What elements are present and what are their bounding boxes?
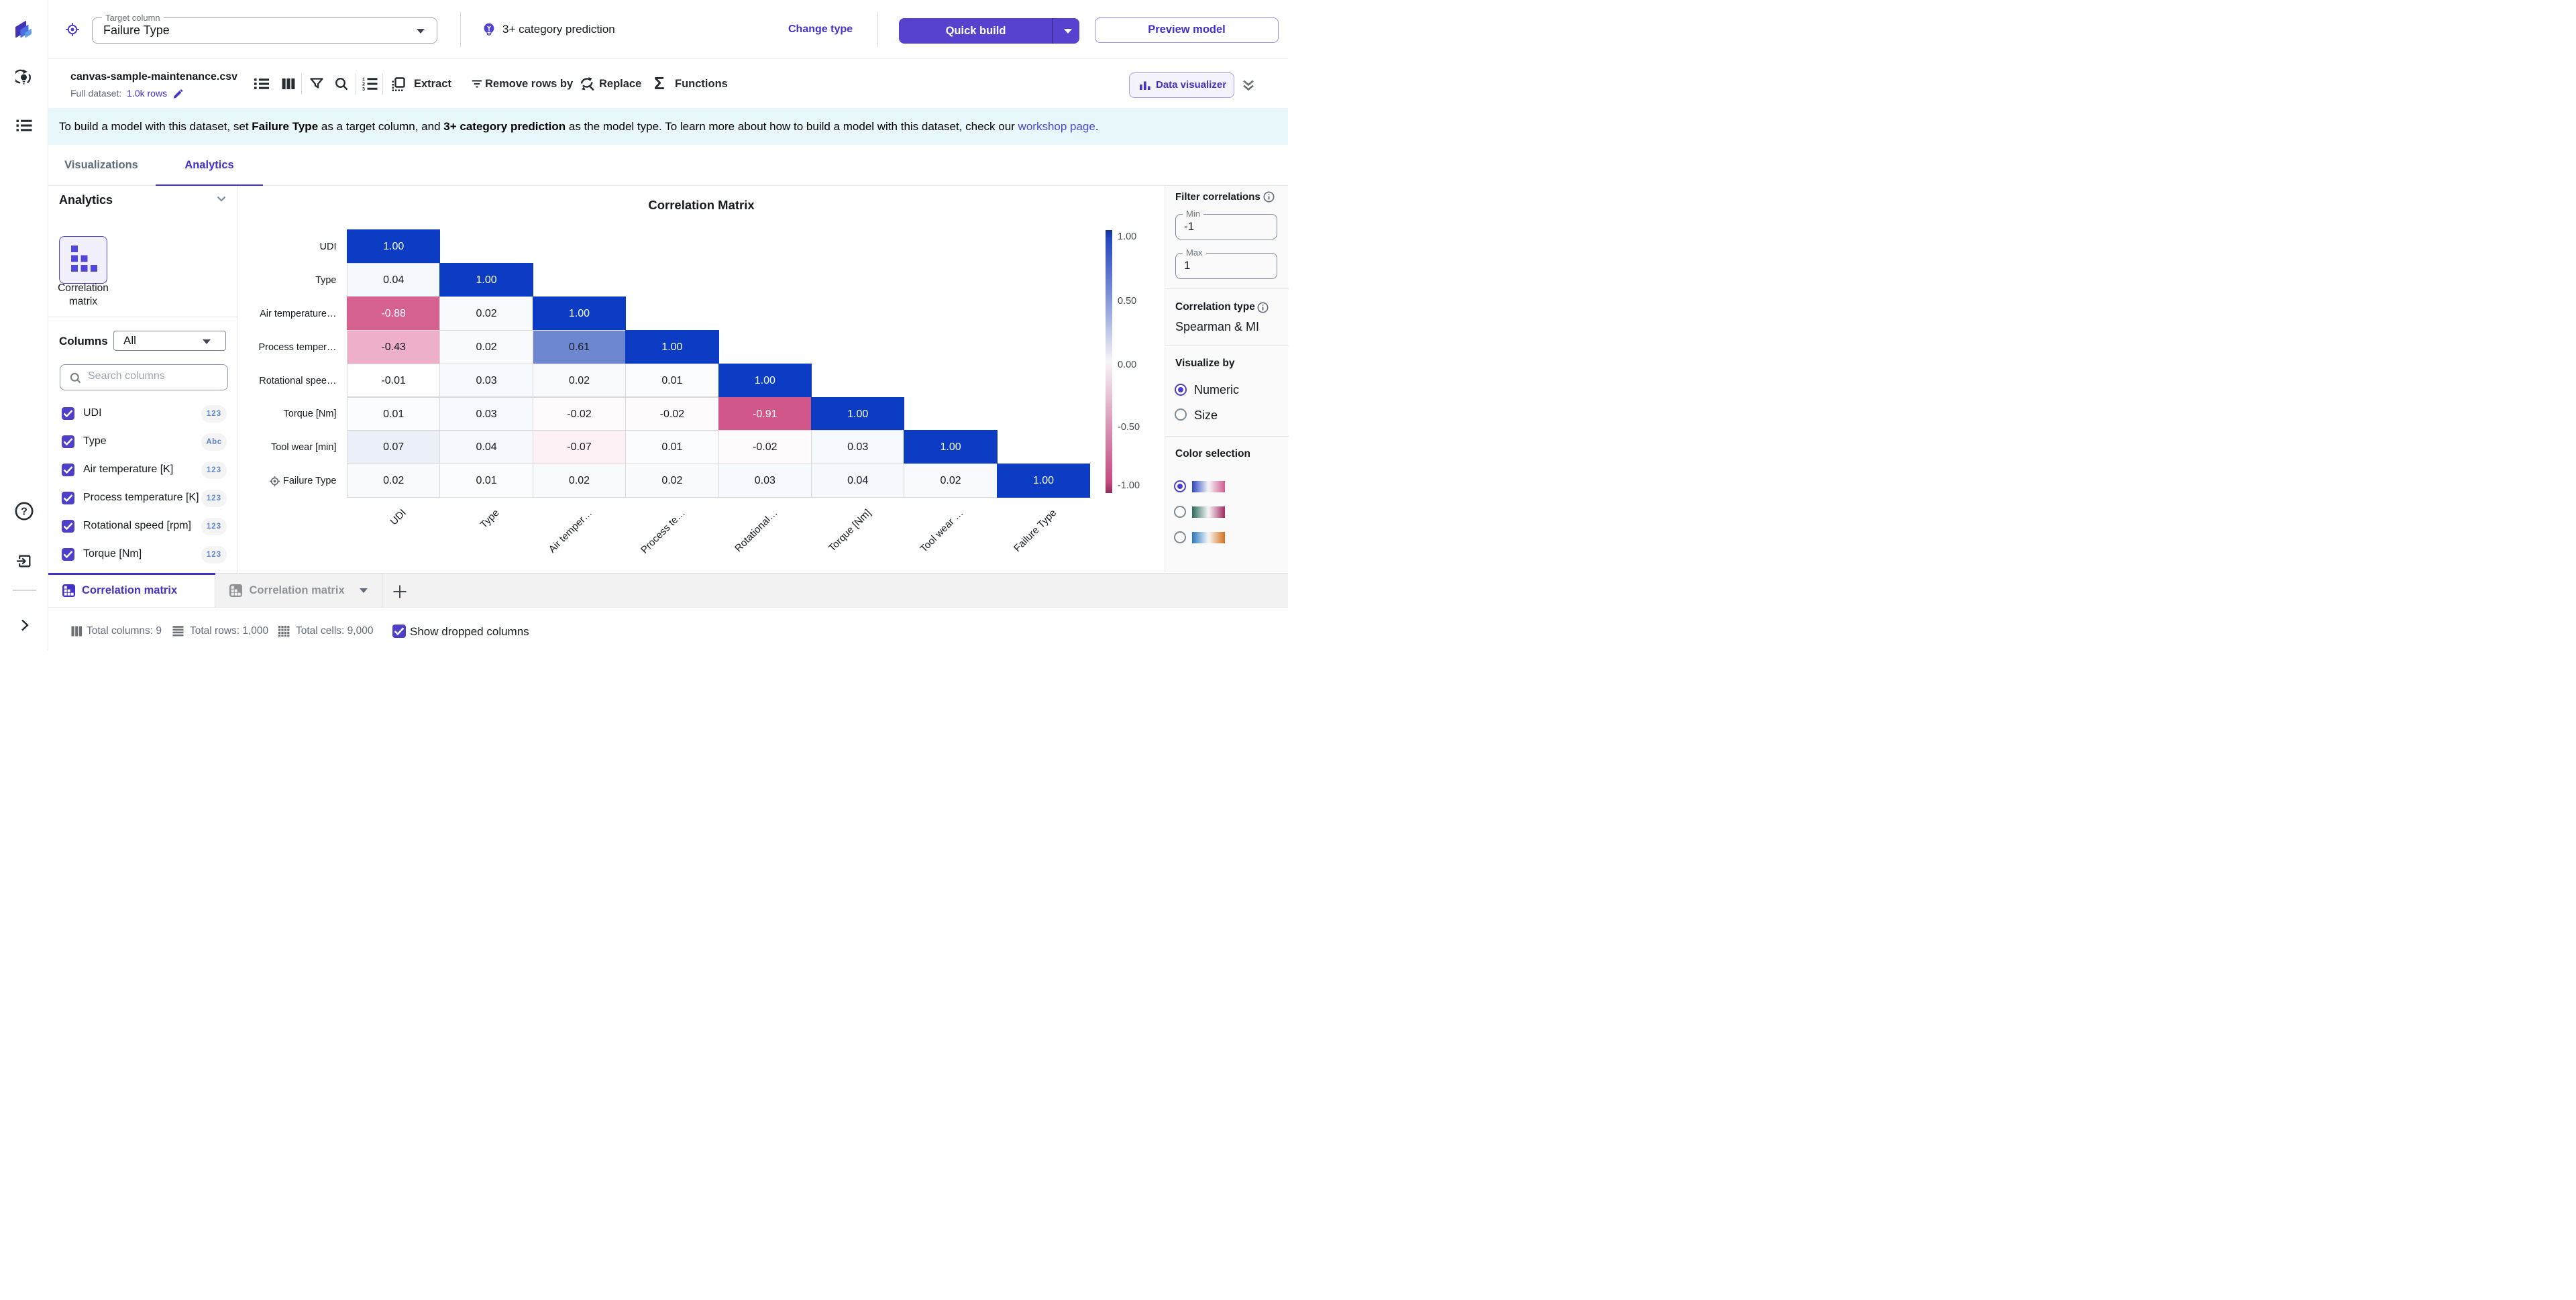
svg-text:1: 1: [362, 76, 365, 82]
svg-text:3: 3: [362, 86, 365, 92]
svg-text:2: 2: [362, 81, 365, 87]
svg-text:?: ?: [21, 506, 28, 517]
